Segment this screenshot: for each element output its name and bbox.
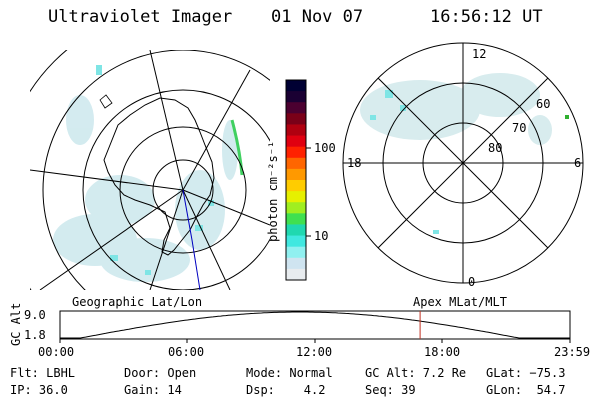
colorbar-band <box>286 80 306 92</box>
mlat-label-70: 70 <box>512 121 527 135</box>
colorbar-band <box>286 268 306 281</box>
timeline-xtick-1200: 12:00 <box>296 345 333 359</box>
mlt-label-12: 12 <box>472 47 487 61</box>
colorbar-band <box>286 135 306 148</box>
status-gain: Gain: 14 <box>124 383 182 397</box>
status-glon: GLon: 54.7 <box>486 383 566 397</box>
colorbar-band <box>286 235 306 248</box>
colorbar-band <box>286 224 306 237</box>
status-glat: GLat: −75.3 <box>486 366 566 380</box>
colorbar-tick-10: 10 <box>314 229 329 243</box>
timeline-ytick-max: 9.0 <box>24 308 46 322</box>
mlat-label-60: 60 <box>536 97 551 111</box>
apex-caption: Apex MLat/MLT <box>413 295 507 309</box>
colorbar-band <box>286 146 306 159</box>
colorbar-band <box>286 213 306 226</box>
colorbar-band <box>286 102 306 114</box>
colorbar <box>285 79 311 281</box>
mlt-label-18: 18 <box>347 156 362 170</box>
status-filter: Flt: LBHL <box>10 366 76 380</box>
colorbar-band <box>286 124 306 137</box>
timeline-plot <box>59 310 571 343</box>
observation-date: 01 Nov 07 <box>271 7 364 27</box>
colorbar-unit-label: photon cm⁻²s⁻¹ <box>266 140 280 242</box>
timeline-axis-title: GC Alt <box>9 302 23 346</box>
timeline-ytick-min: 1.8 <box>24 328 46 342</box>
colorbar-tick-100: 100 <box>314 141 336 155</box>
geographic-caption: Geographic Lat/Lon <box>72 295 203 309</box>
geographic-map <box>30 50 270 290</box>
colorbar-band <box>286 191 306 203</box>
polar-plot <box>342 42 584 284</box>
timeline-xtick-0600: 06:00 <box>168 345 205 359</box>
status-dsp: Dsp: 4.2 <box>246 383 326 397</box>
status-gc-alt: GC Alt: 7.2 Re <box>365 366 467 380</box>
mlt-label-6: 6 <box>574 156 582 170</box>
colorbar-band <box>286 180 306 192</box>
timeline-xtick-2359: 23:59 <box>554 345 591 359</box>
status-door: Door: Open <box>124 366 197 380</box>
status-mode: Mode: Normal <box>246 366 333 380</box>
status-ip: IP: 36.0 <box>10 383 68 397</box>
colorbar-band <box>286 157 306 170</box>
mlat-label-80: 80 <box>488 141 503 155</box>
observation-time: 16:56:12 UT <box>430 7 543 27</box>
colorbar-band <box>286 91 306 103</box>
status-seq: Seq: 39 <box>365 383 416 397</box>
colorbar-band <box>286 257 306 270</box>
timeline-xtick-1800: 18:00 <box>424 345 461 359</box>
colorbar-band <box>286 113 306 126</box>
colorbar-band <box>286 246 306 259</box>
colorbar-band <box>286 168 306 181</box>
timeline-xtick-0000: 00:00 <box>38 345 75 359</box>
mlt-label-0: 0 <box>468 275 476 289</box>
colorbar-band <box>286 202 306 214</box>
instrument-title: Ultraviolet Imager <box>48 7 233 27</box>
